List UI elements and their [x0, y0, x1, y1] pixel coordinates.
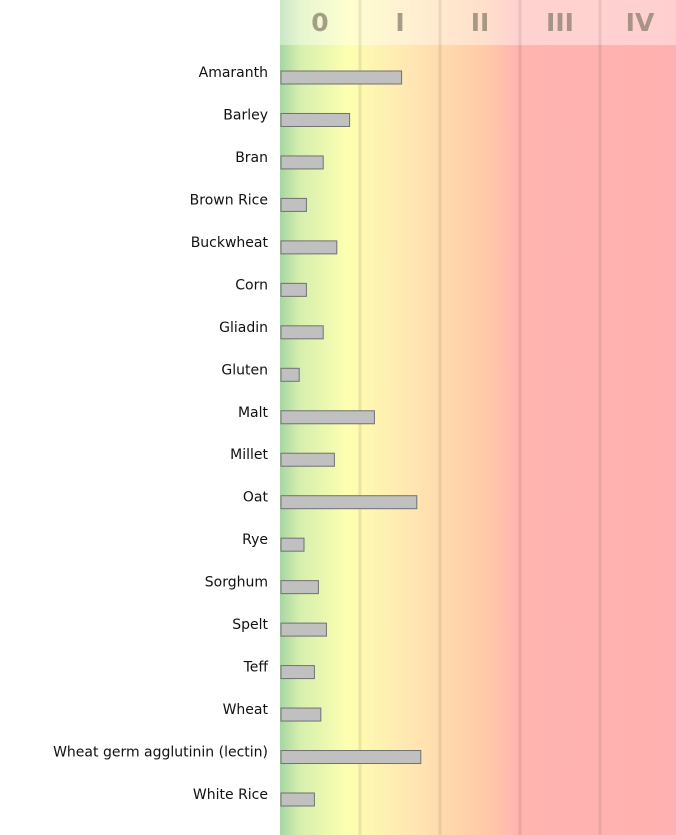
bar: [280, 410, 375, 425]
y-tick-label: Wheat germ agglutinin (lectin): [53, 745, 268, 761]
bar: [280, 665, 315, 680]
y-tick-label: Oat: [243, 490, 269, 506]
y-tick-label: Gluten: [221, 362, 268, 378]
y-tick-label: Spelt: [232, 617, 268, 633]
y-tick-label: Bran: [235, 150, 268, 166]
x-tick-label: II: [471, 8, 490, 37]
bar: [280, 792, 315, 807]
y-tick-label: Sorghum: [205, 575, 268, 591]
y-tick-label: Teff: [243, 660, 269, 676]
y-tick-label: Barley: [223, 107, 268, 123]
x-tick-label: IV: [626, 8, 655, 37]
y-tick-label: Gliadin: [219, 320, 268, 336]
x-tick-label: I: [395, 8, 404, 37]
bar: [280, 622, 327, 637]
bar: [280, 282, 307, 297]
y-tick-label: Wheat: [223, 702, 269, 718]
y-tick-label: Buckwheat: [191, 235, 269, 251]
y-tick-label: Corn: [235, 277, 268, 293]
bar: [280, 197, 307, 212]
y-tick-label: Amaranth: [199, 65, 268, 81]
x-tick-label: 0: [311, 8, 328, 37]
bar: [280, 707, 322, 722]
bar: [280, 112, 351, 127]
bar: [280, 580, 319, 595]
y-tick-label: Brown Rice: [190, 192, 268, 208]
x-tick-label: III: [546, 8, 574, 37]
bar: [280, 750, 422, 765]
bar: [280, 537, 305, 552]
y-tick-label: Millet: [230, 447, 268, 463]
bar: [280, 495, 418, 510]
y-tick-label: White Rice: [193, 787, 268, 803]
y-tick-label: Rye: [242, 532, 268, 548]
y-tick-label: Malt: [238, 405, 269, 421]
bar: [280, 240, 338, 255]
header-band: [280, 0, 676, 45]
bar: [280, 70, 403, 85]
bar: [280, 452, 335, 467]
bar: [280, 155, 324, 170]
bar: [280, 325, 324, 340]
bar: [280, 367, 300, 382]
